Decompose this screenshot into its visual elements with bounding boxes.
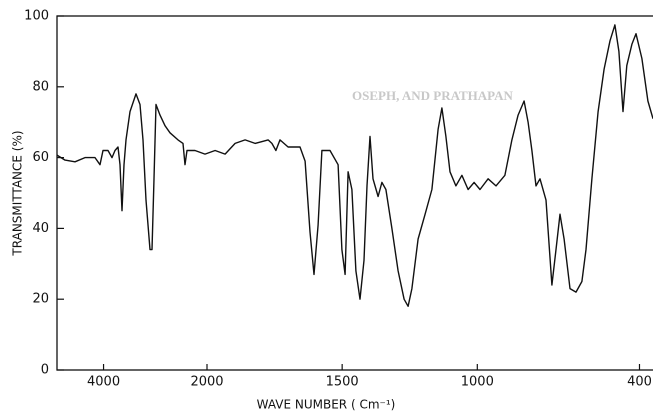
plot-frame [56, 15, 653, 371]
x-tick-label: 4000 [87, 375, 120, 390]
y-tick-label: 100 [24, 9, 49, 24]
y-tick-label: 20 [32, 292, 49, 307]
bleed-through-text: OSEPH, AND PRATHAPAN [352, 88, 514, 103]
y-axis-label: TRANSMITTANCE (%) [11, 130, 25, 256]
y-tick-label: 60 [32, 150, 49, 165]
x-tick-label: 400 [627, 375, 652, 390]
x-tick-label: 1500 [326, 375, 359, 390]
x-tick-label: 1000 [461, 375, 494, 390]
y-tick-label: 0 [41, 363, 49, 378]
x-axis-label: WAVE NUMBER ( Cm⁻¹) [257, 398, 396, 412]
y-tick-label: 40 [32, 221, 49, 236]
spectrum-line [56, 24, 653, 307]
y-tick-label: 80 [32, 79, 49, 94]
x-tick-label: 2000 [190, 375, 223, 390]
